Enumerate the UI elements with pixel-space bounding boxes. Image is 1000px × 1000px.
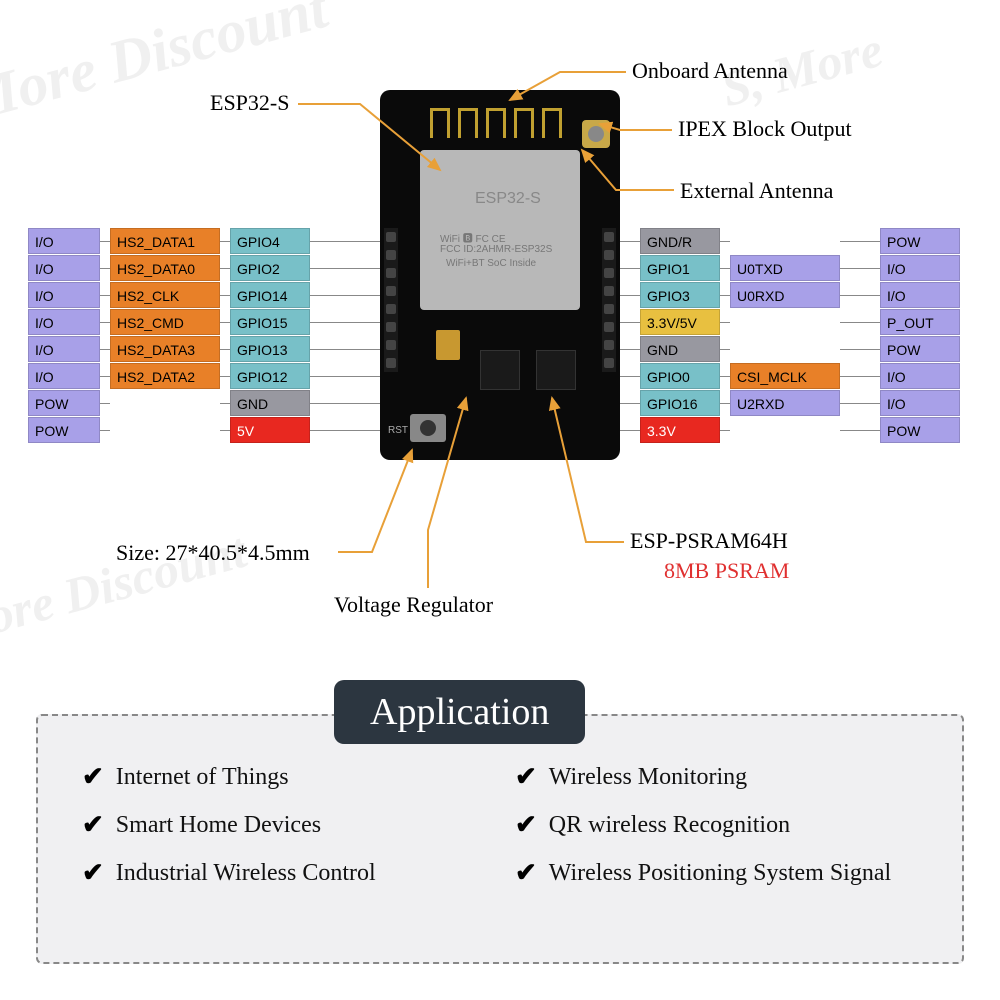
pin-tag: HS2_DATA2	[110, 363, 220, 389]
pin-tag: GND	[230, 390, 310, 416]
regulator-chip	[480, 350, 520, 390]
pin-tag: HS2_DATA1	[110, 228, 220, 254]
board: ESP32-S WiFi 🅱 FC CE FCC ID:2AHMR-ESP32S…	[380, 90, 620, 460]
pin-tag: GPIO15	[230, 309, 310, 335]
pin-tag: I/O	[28, 336, 100, 362]
right-col-2: U0TXDU0RXD CSI_MCLKU2RXD	[730, 228, 840, 444]
check-icon: ✔	[515, 762, 537, 792]
pin-tag: 3.3V/5V	[640, 309, 720, 335]
label-esp32s: ESP32-S	[210, 90, 289, 116]
capacitor	[436, 330, 460, 360]
psram-chip	[536, 350, 576, 390]
application-item-text: Internet of Things	[116, 764, 289, 791]
pin-tag: U2RXD	[730, 390, 840, 416]
check-icon: ✔	[515, 810, 537, 840]
pin-tag: I/O	[880, 363, 960, 389]
label-size: Size: 27*40.5*4.5mm	[116, 540, 310, 566]
application-item: ✔ Wireless Monitoring	[515, 762, 928, 792]
pin-header-right	[602, 228, 616, 372]
application-item-text: Industrial Wireless Control	[116, 860, 376, 887]
pin-tag: GPIO3	[640, 282, 720, 308]
rst-label: RST	[388, 425, 408, 436]
pin-tag: I/O	[28, 363, 100, 389]
application-badge: Application	[334, 680, 585, 744]
label-voltage-regulator: Voltage Regulator	[334, 592, 493, 618]
application-item-text: Wireless Positioning System Signal	[549, 860, 891, 887]
application-item: ✔ Wireless Positioning System Signal	[515, 858, 928, 888]
label-onboard-antenna: Onboard Antenna	[632, 58, 788, 84]
pin-tag: I/O	[880, 255, 960, 281]
pin-tag: GPIO14	[230, 282, 310, 308]
ipex-connector	[582, 120, 610, 148]
pin-tag: POW	[28, 390, 100, 416]
pin-tag: CSI_MCLK	[730, 363, 840, 389]
rf-shield: ESP32-S WiFi 🅱 FC CE FCC ID:2AHMR-ESP32S…	[420, 150, 580, 310]
pin-header-left	[384, 228, 398, 372]
left-col-3: GPIO4GPIO2GPIO14GPIO15GPIO13GPIO12GND5V	[230, 228, 310, 444]
pin-tag: U0RXD	[730, 282, 840, 308]
pin-tag: I/O	[28, 282, 100, 308]
pin-tag: POW	[28, 417, 100, 443]
pin-tag: HS2_DATA0	[110, 255, 220, 281]
pin-tag: POW	[880, 228, 960, 254]
pin-tag: I/O	[880, 390, 960, 416]
right-col-1: GND/RGPIO1GPIO33.3V/5VGNDGPIO0GPIO163.3V	[640, 228, 720, 444]
pin-tag: GPIO4	[230, 228, 310, 254]
pin-tag: I/O	[28, 228, 100, 254]
left-col-1: I/OI/OI/OI/OI/OI/OPOWPOW	[28, 228, 100, 444]
label-psram2: 8MB PSRAM	[664, 558, 789, 584]
pin-tag: POW	[880, 336, 960, 362]
pin-tag: GPIO13	[230, 336, 310, 362]
application-item: ✔ Industrial Wireless Control	[82, 858, 495, 888]
check-icon: ✔	[82, 810, 104, 840]
pin-tag: GND	[640, 336, 720, 362]
pin-tag: GPIO0	[640, 363, 720, 389]
pin-tag: P_OUT	[880, 309, 960, 335]
pin-tag: POW	[880, 417, 960, 443]
pin-tag: U0TXD	[730, 255, 840, 281]
application-item: ✔ Smart Home Devices	[82, 810, 495, 840]
pin-tag: 5V	[230, 417, 310, 443]
pin-tag: GPIO16	[640, 390, 720, 416]
right-col-3: POWI/OI/OP_OUTPOWI/OI/OPOW	[880, 228, 960, 444]
check-icon: ✔	[82, 762, 104, 792]
label-psram1: ESP-PSRAM64H	[630, 528, 788, 554]
application-item: ✔ Internet of Things	[82, 762, 495, 792]
pin-tag: I/O	[880, 282, 960, 308]
pin-tag: HS2_CMD	[110, 309, 220, 335]
shield-text: ESP32-S	[475, 190, 541, 208]
pin-tag: I/O	[28, 255, 100, 281]
application-item: ✔ QR wireless Recognition	[515, 810, 928, 840]
pin-tag: GPIO2	[230, 255, 310, 281]
application-item-text: Smart Home Devices	[116, 812, 321, 839]
label-external-antenna: External Antenna	[680, 178, 833, 204]
application-item-text: QR wireless Recognition	[549, 812, 790, 839]
check-icon: ✔	[515, 858, 537, 888]
pin-tag: I/O	[28, 309, 100, 335]
pin-tag: GND/R	[640, 228, 720, 254]
pin-tag: GPIO1	[640, 255, 720, 281]
application-item-text: Wireless Monitoring	[549, 764, 747, 791]
left-col-2: HS2_DATA1HS2_DATA0HS2_CLKHS2_CMDHS2_DATA…	[110, 228, 220, 444]
pin-tag: GPIO12	[230, 363, 310, 389]
application-box: ✔Internet of Things✔Wireless Monitoring✔…	[36, 714, 964, 964]
label-ipex: IPEX Block Output	[678, 116, 852, 142]
pin-tag: HS2_CLK	[110, 282, 220, 308]
pin-tag: 3.3V	[640, 417, 720, 443]
check-icon: ✔	[82, 858, 104, 888]
reset-button	[410, 414, 446, 442]
pin-tag: HS2_DATA3	[110, 336, 220, 362]
